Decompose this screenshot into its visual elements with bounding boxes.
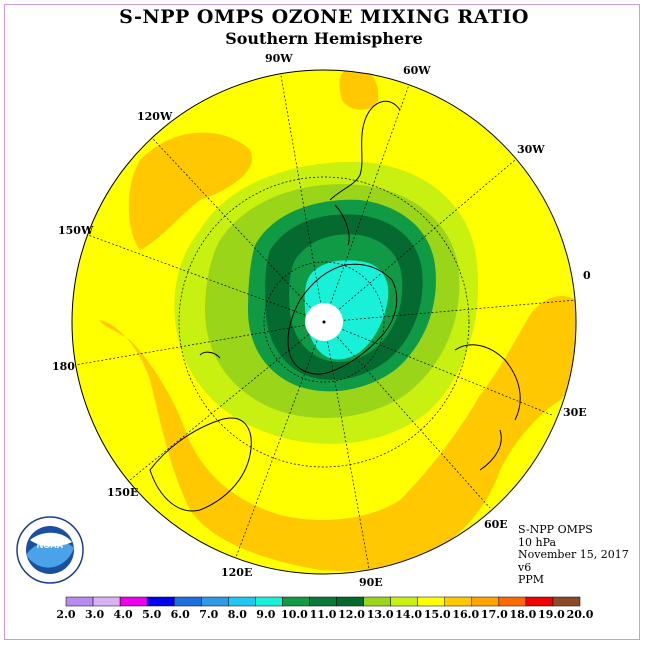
colorbar-tick-label: 2.0	[56, 608, 76, 621]
info-level: 10 hPa	[518, 535, 557, 549]
colorbar-tick-label: 6.0	[170, 608, 190, 621]
colorbar-swatch	[552, 596, 581, 607]
colorbar-tick-label: 20.0	[566, 608, 594, 621]
colorbar-tick-label: 8.0	[227, 608, 247, 621]
lon-label-90e: 90E	[359, 576, 383, 589]
colorbar-swatch	[282, 596, 310, 607]
lon-label-30w: 30W	[517, 143, 545, 156]
lon-label-0: 0	[583, 269, 591, 282]
colorbar-swatch	[525, 596, 554, 607]
coastline-africa	[454, 344, 521, 471]
colorbar-swatch	[65, 596, 94, 607]
colorbar-tick-label: 19.0	[538, 608, 565, 621]
info-date: November 15, 2017	[518, 548, 629, 561]
info-version: v6	[518, 560, 532, 574]
colorbar-tick-label: 14.0	[395, 608, 423, 621]
colorbar-swatch	[201, 596, 229, 607]
colorbar-swatch	[363, 596, 391, 607]
colorbar-tick-label: 3.0	[84, 608, 105, 621]
lon-label-180: 180	[52, 360, 75, 373]
noaa-logo-text: NOAA	[37, 540, 64, 550]
lon-label-120w: 120W	[137, 110, 173, 123]
lon-label-150e: 150E	[107, 486, 139, 499]
colorbar-swatch	[417, 596, 445, 607]
info-units: PPM	[518, 573, 545, 586]
colorbar-tick-label: 17.0	[480, 608, 508, 621]
colorbar-swatch	[390, 596, 418, 607]
colorbar-swatch	[173, 596, 202, 607]
figure-frame	[4, 4, 640, 640]
colorbar-tick-label: 5.0	[142, 608, 162, 621]
colorbar-tick-label: 4.0	[113, 608, 133, 621]
colorbar-swatch	[309, 596, 337, 607]
latitude-circle-60	[178, 176, 470, 468]
colorbar-swatch	[146, 596, 175, 607]
colorbar-swatch	[444, 596, 473, 607]
lon-label-120e: 120E	[221, 566, 253, 579]
map-title: S-NPP OMPS OZONE MIXING RATIO	[119, 6, 529, 28]
colorbar-tick-labels: 2.0 3.0 4.0 5.0 6.0 7.0 8.0 9.0 10.0 11.0 12.0 13.0…	[0, 608, 648, 622]
map-boundary	[71, 69, 577, 575]
lon-label-30e: 30E	[563, 406, 587, 419]
coastline-australia	[149, 417, 252, 512]
colorbar-swatch	[255, 596, 283, 607]
colorbar-tick-label: 7.0	[199, 608, 219, 621]
colorbar-swatch	[498, 596, 527, 607]
colorbar-tick-label: 12.0	[338, 608, 365, 621]
noaa-logo: NOAA	[16, 516, 84, 584]
colorbar-tick-label: 15.0	[423, 608, 451, 621]
coastline-new-zealand	[199, 351, 221, 359]
colorbar-tick-label: 11.0	[309, 608, 337, 621]
latitude-circle-75	[263, 261, 385, 383]
colorbar-tick-label: 16.0	[452, 608, 480, 621]
lon-label-90w: 90W	[265, 52, 293, 65]
orange-band-south	[100, 296, 576, 571]
colorbar-swatch	[228, 596, 256, 607]
orange-region-n	[339, 70, 379, 110]
colorbar	[65, 596, 581, 607]
lon-label-60w: 60W	[403, 64, 431, 77]
south-pole-marker	[322, 320, 326, 324]
colorbar-swatch	[92, 596, 121, 607]
colorbar-tick-label: 9.0	[256, 608, 276, 621]
colorbar-tick-label: 13.0	[366, 608, 394, 621]
lon-label-150w: 150W	[58, 224, 94, 237]
colorbar-swatch	[471, 596, 500, 607]
colorbar-swatch	[119, 596, 148, 607]
info-block: S-NPP OMPS 10 hPa November 15, 2017 v6 P…	[518, 523, 629, 587]
colorbar-tick-label: 10.0	[281, 608, 308, 621]
meridian-lines	[74, 70, 576, 574]
orange-region-nw	[128, 132, 252, 250]
coastline-south-america	[329, 100, 401, 246]
lon-label-60e: 60E	[484, 518, 508, 531]
coastline-antarctica	[287, 263, 398, 375]
map-subtitle: Southern Hemisphere	[225, 29, 423, 48]
colorbar-swatch	[336, 596, 364, 607]
colorbar-tick-label: 18.0	[509, 608, 537, 621]
info-instrument: S-NPP OMPS	[518, 523, 593, 536]
